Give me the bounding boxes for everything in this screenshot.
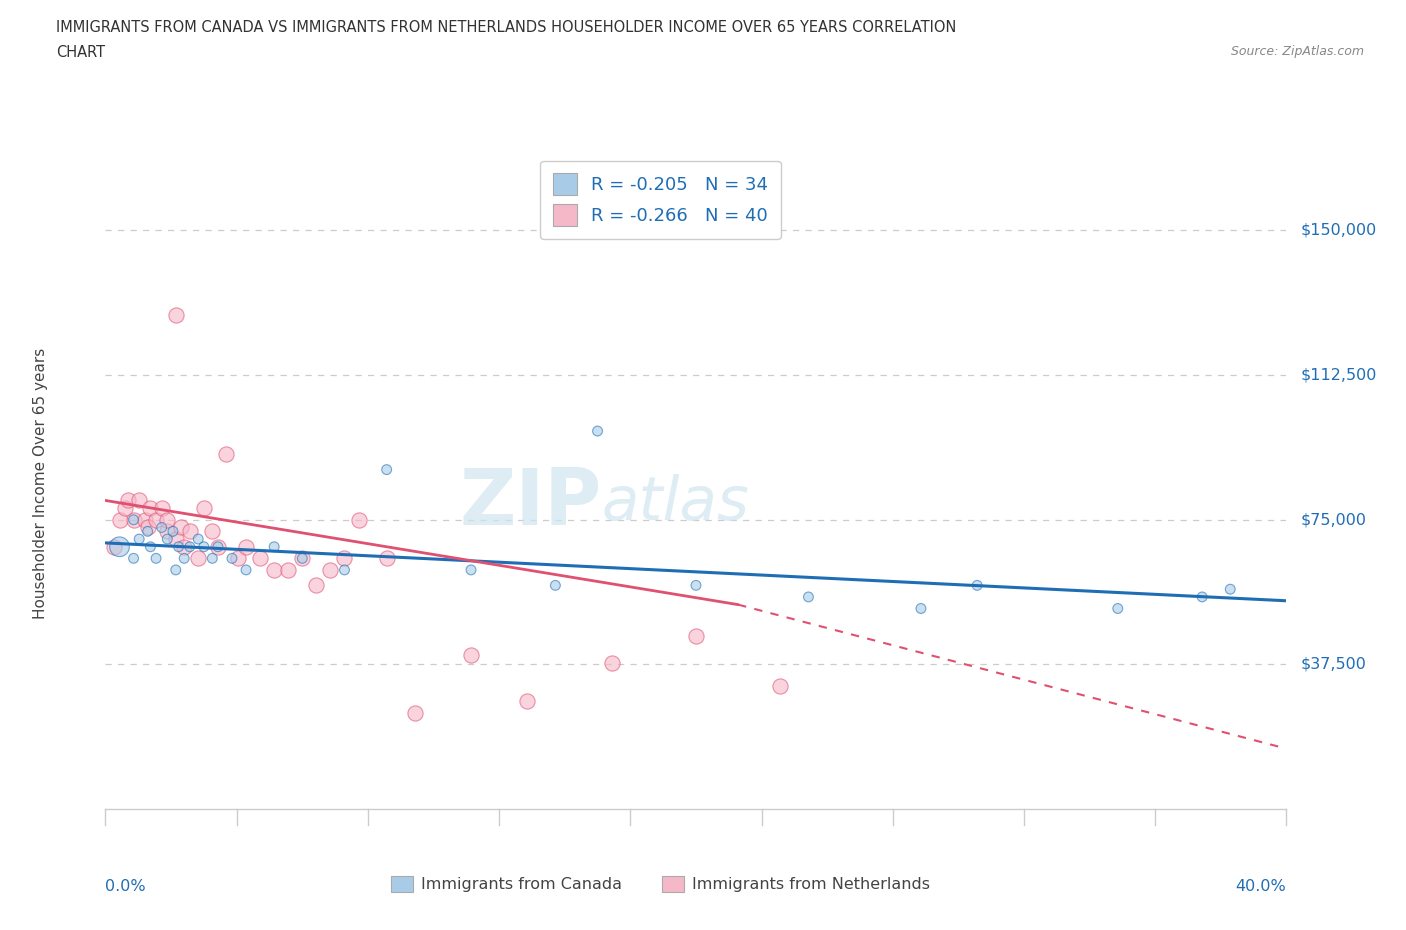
Point (179, 539, 201, 554)
Point (586, 423, 609, 438)
Point (305, 578, 328, 592)
Point (156, 532, 179, 547)
Point (167, 539, 190, 554)
Point (165, 308, 187, 323)
Point (333, 563, 356, 578)
Point (263, 539, 285, 554)
Point (291, 551, 314, 565)
Point (122, 551, 145, 565)
Text: Householder Income Over 65 years: Householder Income Over 65 years (32, 348, 48, 619)
Point (117, 493, 139, 508)
Point (165, 563, 187, 578)
Point (145, 512, 167, 527)
Point (173, 551, 195, 565)
Point (207, 539, 229, 554)
Point (226, 551, 249, 565)
Point (1191, 590, 1213, 604)
Text: atlas: atlas (602, 473, 749, 533)
Point (215, 446, 238, 461)
Point (173, 539, 195, 554)
Point (128, 532, 150, 547)
Point (187, 532, 209, 547)
Text: Source: ZipAtlas.com: Source: ZipAtlas.com (1230, 45, 1364, 58)
Point (910, 601, 932, 616)
Point (685, 628, 707, 643)
Point (404, 705, 426, 720)
Point (108, 512, 131, 527)
Point (460, 563, 482, 578)
Point (319, 563, 342, 578)
Text: $150,000: $150,000 (1301, 223, 1376, 238)
Point (221, 551, 243, 565)
Point (150, 520, 173, 535)
Point (1107, 601, 1129, 616)
Text: 40.0%: 40.0% (1236, 879, 1286, 894)
Text: $75,000: $75,000 (1301, 512, 1367, 527)
Point (207, 539, 229, 554)
Point (162, 524, 184, 538)
Text: IMMIGRANTS FROM CANADA VS IMMIGRANTS FROM NETHERLANDS HOUSEHOLDER INCOME OVER 65: IMMIGRANTS FROM CANADA VS IMMIGRANTS FRO… (56, 20, 956, 35)
Text: $112,500: $112,500 (1301, 367, 1376, 382)
Point (1219, 582, 1241, 597)
Point (769, 678, 792, 693)
Point (193, 539, 215, 554)
Point (134, 512, 156, 527)
Point (136, 520, 159, 535)
Point (114, 500, 136, 515)
Point (156, 512, 179, 527)
Point (145, 551, 167, 565)
Point (347, 512, 370, 527)
Point (600, 655, 623, 670)
Point (966, 578, 988, 592)
Point (235, 563, 257, 578)
Point (165, 532, 187, 547)
Point (122, 512, 145, 527)
Point (277, 563, 299, 578)
Point (460, 647, 482, 662)
Point (187, 551, 209, 565)
Point (685, 578, 707, 592)
Point (249, 551, 271, 565)
Point (375, 551, 398, 565)
Point (139, 500, 162, 515)
Text: 0.0%: 0.0% (105, 879, 146, 894)
Point (108, 539, 131, 554)
Point (263, 563, 285, 578)
Text: ZIP: ZIP (460, 465, 602, 541)
Point (150, 500, 173, 515)
Point (179, 524, 201, 538)
Point (544, 578, 567, 592)
Text: CHART: CHART (56, 45, 105, 60)
Point (797, 590, 820, 604)
Point (375, 462, 398, 477)
Point (291, 551, 314, 565)
Point (235, 539, 257, 554)
Point (170, 520, 193, 535)
Point (201, 524, 224, 538)
Legend: Immigrants from Canada, Immigrants from Netherlands: Immigrants from Canada, Immigrants from … (384, 870, 936, 898)
Point (139, 539, 162, 554)
Point (156, 524, 179, 538)
Point (103, 539, 125, 554)
Text: $37,500: $37,500 (1301, 657, 1367, 672)
Point (128, 493, 150, 508)
Point (333, 551, 356, 565)
Point (516, 694, 538, 709)
Point (193, 500, 215, 515)
Point (122, 512, 145, 527)
Point (201, 551, 224, 565)
Point (136, 524, 159, 538)
